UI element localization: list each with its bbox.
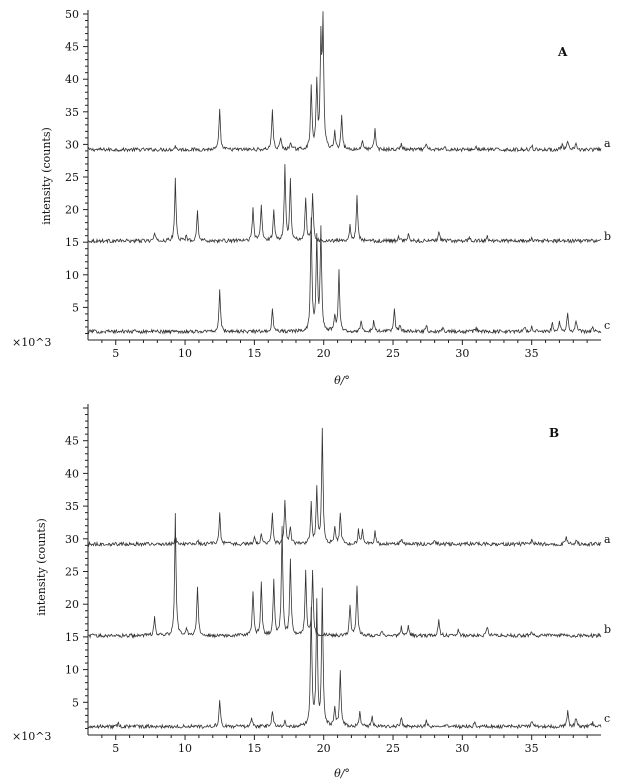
panel-b-y-axis-title: intensity (counts) — [35, 518, 48, 616]
panel-a-y-tick-label: 30 — [65, 138, 79, 151]
panel-a-scale-label: ×10^3 — [12, 336, 51, 349]
panel-a-x-tick-label: 25 — [386, 347, 400, 360]
panel-a-y-tick-label: 20 — [65, 204, 79, 217]
panel-b: B intensity (counts) θ/° ×10^3 5 10 15 20 25… — [12, 404, 611, 780]
panel-a-x-tick-label: 20 — [317, 347, 331, 360]
panel-a-y-tick-label: 40 — [65, 73, 79, 86]
panel-b-y-tick-label: 25 — [65, 566, 79, 579]
panel-a-series-c-label: c — [604, 319, 610, 332]
panel-b-x-tick-label: 5 — [112, 742, 119, 755]
panel-a-series-b-trace — [87, 164, 602, 245]
panel-a-x-tick-label: 35 — [525, 347, 539, 360]
panel-b-label: B — [549, 426, 559, 440]
panel-a-series-a-label: a — [604, 137, 611, 150]
panel-b-x-tick-label: 10 — [178, 742, 192, 755]
panel-a-x-tick-label: 15 — [247, 347, 261, 360]
panel-b-series-a-trace — [87, 427, 602, 548]
panel-a-x-tick-label: 30 — [455, 347, 469, 360]
panel-a-y-tick-label: 15 — [65, 236, 79, 249]
panel-b-plot-area: 5 10 15 20 25 30 35 5 10 15 20 25 30 35 40 45 a b c — [65, 404, 611, 755]
panel-b-series-a-label: a — [604, 533, 611, 546]
panel-b-y-tick-label: 5 — [72, 696, 79, 709]
panel-b-series-c-label: c — [604, 712, 610, 725]
panel-a-series-c-trace — [87, 217, 602, 335]
panel-b-x-tick-label: 30 — [455, 742, 469, 755]
panel-b-y-tick-label: 15 — [65, 631, 79, 644]
panel-b-y-tick-label: 10 — [65, 664, 79, 677]
panel-b-x-tick-label: 35 — [525, 742, 539, 755]
panel-b-series-c-trace — [87, 587, 602, 730]
panel-b-y-tick-label: 30 — [65, 533, 79, 546]
panel-b-y-tick-label: 40 — [65, 467, 79, 480]
panel-b-x-tick-label: 25 — [386, 742, 400, 755]
panel-b-y-tick-label: 45 — [65, 435, 79, 448]
panel-a-series-b-label: b — [604, 230, 611, 243]
panel-a-y-tick-label: 5 — [72, 301, 79, 314]
panel-b-series-b-trace — [87, 513, 602, 639]
panel-b-x-tick-label: 20 — [317, 742, 331, 755]
panel-a-y-tick-label: 45 — [65, 41, 79, 54]
panel-a-y-axis-title: intensity (counts) — [40, 127, 53, 225]
panel-a-plot-area: 5 10 15 20 25 30 35 5 10 15 20 25 30 35 40 45 50 a b c — [65, 8, 611, 360]
panel-b-y-tick-label: 35 — [65, 500, 79, 513]
panel-a-y-tick-label: 35 — [65, 106, 79, 119]
panel-a-y-tick-label: 50 — [65, 8, 79, 21]
panel-b-scale-label: ×10^3 — [12, 730, 51, 743]
panel-a-x-tick-label: 10 — [178, 347, 192, 360]
panel-b-series-b-label: b — [604, 623, 611, 636]
panel-b-y-tick-label: 20 — [65, 598, 79, 611]
panel-b-x-axis-title: θ/° — [334, 767, 350, 780]
panel-a: A intensity (counts) θ/° ×10^3 5 10 15 20 25… — [12, 8, 611, 387]
panel-a-x-tick-label: 5 — [112, 347, 119, 360]
panel-b-x-tick-label: 15 — [247, 742, 261, 755]
panel-a-label: A — [557, 45, 568, 59]
panel-a-x-axis-title: θ/° — [334, 374, 350, 387]
panel-a-y-tick-label: 25 — [65, 171, 79, 184]
panel-a-y-tick-label: 10 — [65, 269, 79, 282]
panel-a-series-a-trace — [87, 11, 602, 153]
